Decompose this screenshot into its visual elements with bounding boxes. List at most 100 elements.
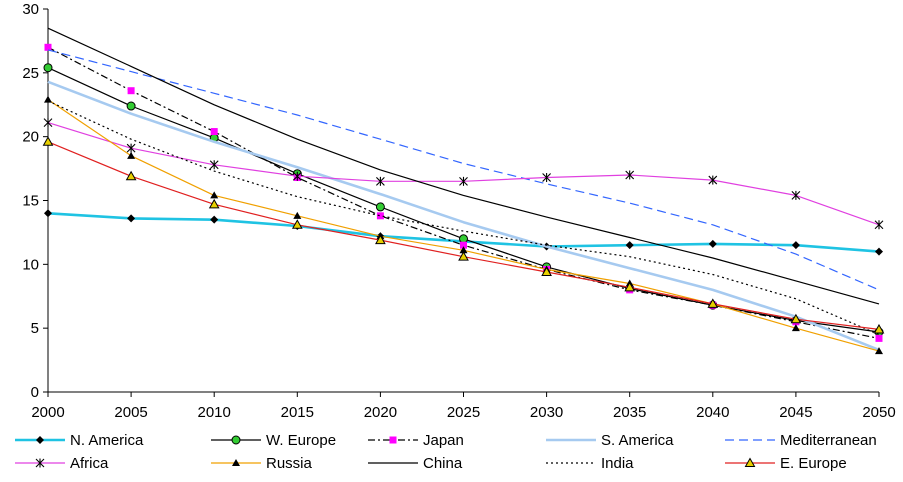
legend-item-s-america: S. America [546, 432, 674, 449]
point-marker [541, 266, 552, 276]
point-marker [874, 220, 884, 230]
point-marker [127, 151, 136, 159]
legend-label: China [423, 455, 463, 472]
point-marker [389, 436, 397, 444]
x-tick-label: 2025 [447, 404, 480, 421]
point-marker [127, 87, 135, 95]
legend-label: N. America [70, 432, 144, 449]
point-marker [209, 160, 219, 170]
series-line [47, 80, 880, 352]
x-tick-label: 2035 [613, 404, 646, 421]
point-marker [210, 191, 219, 199]
point-marker [210, 215, 219, 224]
point-marker [293, 211, 302, 219]
series-russia [44, 95, 883, 355]
y-tick-label: 10 [22, 256, 39, 273]
point-marker [875, 247, 883, 256]
x-tick-label: 2000 [31, 404, 64, 421]
point-marker [291, 219, 303, 229]
legend-label: Japan [423, 432, 464, 449]
point-marker [125, 170, 137, 181]
x-tick-label: 2020 [364, 404, 397, 421]
point-marker [42, 136, 54, 146]
series-line [47, 100, 880, 336]
legend-label: W. Europe [266, 432, 336, 449]
legend-label: Mediterranean [780, 432, 877, 449]
point-marker [376, 176, 385, 186]
series-e-europe [42, 136, 885, 334]
point-marker [873, 323, 885, 334]
point-marker [875, 347, 883, 355]
point-marker [744, 457, 756, 467]
point-marker [708, 175, 718, 185]
legend-item-india: India [546, 455, 634, 472]
point-marker [36, 436, 44, 444]
point-marker [459, 176, 468, 186]
x-tick-label: 2045 [779, 404, 812, 421]
point-marker [210, 128, 218, 136]
series-line [47, 27, 880, 305]
series-line [47, 122, 880, 226]
series-s-america [47, 80, 880, 352]
legend-item-africa: Africa [15, 455, 109, 472]
point-marker [458, 251, 469, 261]
series-line [47, 67, 880, 333]
legend-label: Russia [266, 455, 313, 472]
y-tick-label: 25 [22, 65, 39, 82]
point-marker [708, 239, 717, 248]
legend-label: S. America [601, 432, 674, 449]
point-marker [44, 43, 52, 51]
y-tick-label: 30 [22, 1, 39, 18]
series-w-europe [43, 63, 884, 337]
x-tick-label: 2015 [281, 404, 314, 421]
series-africa [43, 118, 884, 230]
point-marker [375, 202, 385, 212]
point-marker [460, 241, 467, 249]
point-marker [126, 143, 136, 153]
x-tick-label: 2010 [198, 404, 231, 421]
point-marker [43, 63, 53, 73]
point-marker [232, 459, 240, 466]
series-line [47, 49, 880, 291]
point-marker [44, 95, 52, 103]
legend-item-n-america: N. America [15, 432, 144, 449]
legend-item-mediterranean: Mediterranean [725, 432, 877, 449]
legend-item-e-europe: E. Europe [725, 455, 847, 472]
point-marker [459, 234, 468, 244]
point-marker [542, 173, 551, 183]
point-marker [624, 281, 636, 292]
point-marker [43, 118, 53, 128]
y-tick-label: 0 [31, 384, 39, 401]
point-marker [790, 313, 802, 324]
point-marker [35, 458, 45, 468]
x-tick-label: 2005 [114, 404, 147, 421]
point-marker [208, 198, 220, 209]
point-marker [625, 241, 634, 250]
series-mediterranean [47, 49, 880, 291]
point-marker [625, 170, 635, 180]
point-marker [292, 171, 302, 181]
legend-label: E. Europe [780, 455, 847, 472]
point-marker [791, 190, 801, 200]
y-tick-label: 5 [31, 320, 39, 337]
point-marker [791, 324, 800, 332]
legend-item-russia: Russia [211, 455, 313, 472]
point-marker [127, 214, 136, 223]
point-marker [791, 241, 800, 250]
legend-item-japan: Japan [368, 432, 464, 449]
x-tick-label: 2040 [696, 404, 729, 421]
point-marker [875, 334, 883, 342]
point-marker [44, 209, 52, 218]
series-line [47, 46, 880, 339]
point-marker [459, 246, 468, 254]
series-japan [44, 43, 883, 342]
x-tick-label: 2030 [530, 404, 563, 421]
series-india [47, 100, 880, 336]
point-marker [126, 101, 136, 111]
y-tick-label: 20 [22, 129, 39, 146]
y-tick-label: 15 [22, 193, 39, 210]
legend: N. America W. Europe Japan S. America Medite… [15, 432, 877, 472]
point-marker [376, 212, 384, 220]
